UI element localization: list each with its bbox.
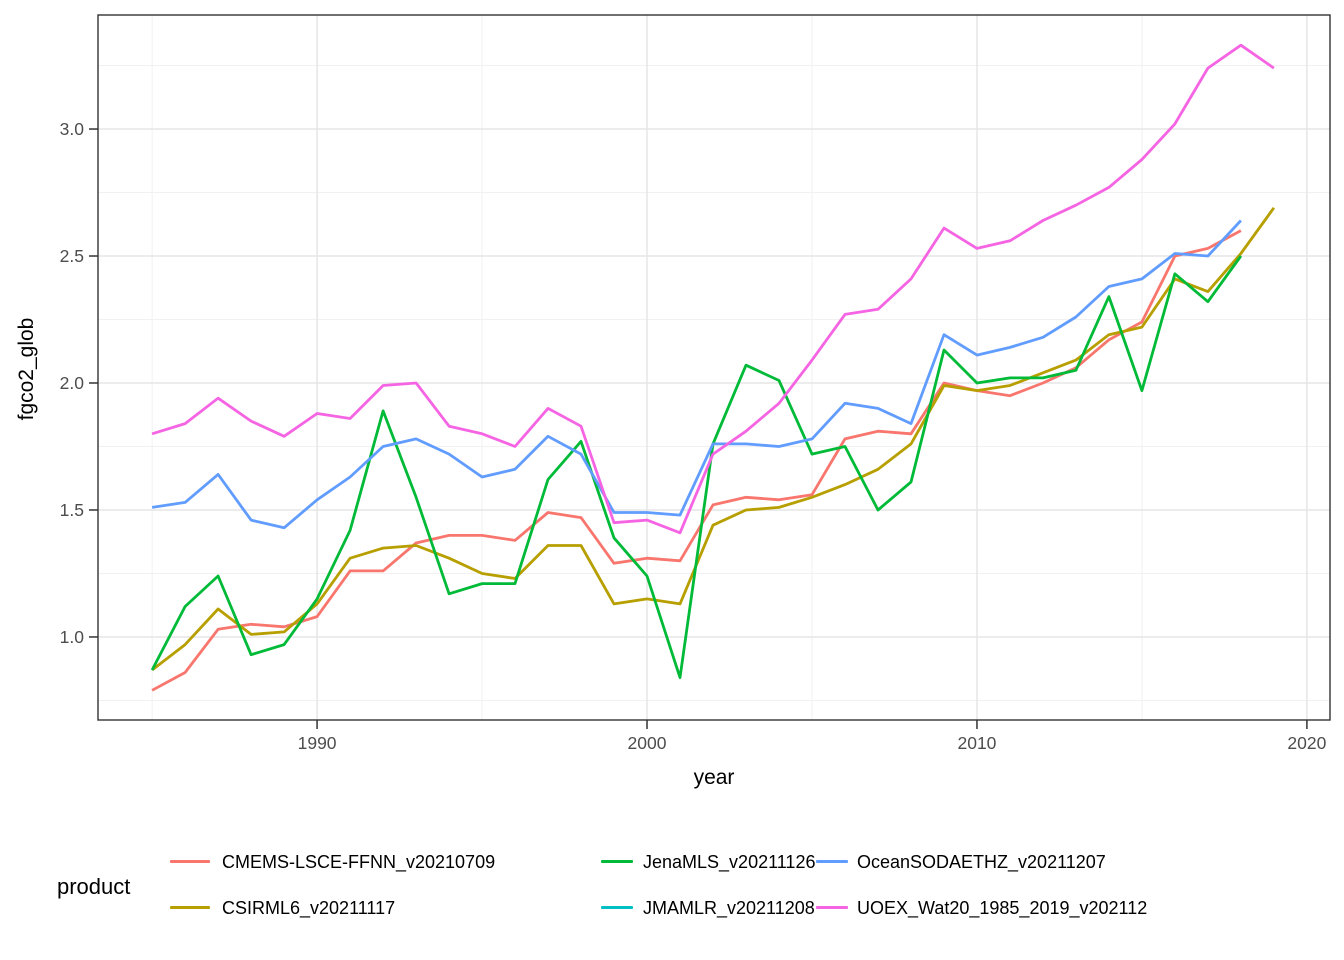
x-tick-label: 2000 <box>628 733 667 753</box>
legend-key-line <box>170 906 210 909</box>
legend-key-line <box>601 860 633 863</box>
series-line-CMEMS-LSCE-FFNN_v20210709 <box>151 229 1242 692</box>
legend-item-label: CSIRML6_v20211117 <box>222 898 396 918</box>
legend-key-line <box>170 860 210 863</box>
series-line-CSIRML6_v20211117 <box>151 206 1276 672</box>
y-tick-label: 1.0 <box>60 627 85 647</box>
x-axis-title: year <box>693 766 735 789</box>
x-tick-label: 2020 <box>1287 733 1326 753</box>
legend-item-label: UOEX_Wat20_1985_2019_v202112 <box>857 898 1148 918</box>
series-line-OceanSODAETHZ_v20211207 <box>151 219 1242 530</box>
series-line-JenaMLS_v20211126 <box>150 255 1243 679</box>
panel-border <box>97 14 1331 721</box>
series-line-UOEX_Wat20_1985_2019_v202112 <box>151 43 1275 535</box>
x-tick-label: 2010 <box>957 733 996 753</box>
legend-item-label: CMEMS-LSCE-FFNN_v20210709 <box>222 852 496 872</box>
legend-key-line <box>816 860 848 863</box>
y-tick-label: 2.0 <box>60 373 85 393</box>
legend-key-line <box>601 906 633 909</box>
legend-key-line <box>816 906 848 909</box>
y-axis-title: fgco2_glob <box>15 317 38 421</box>
legend-item-label: OceanSODAETHZ_v20211207 <box>857 852 1106 872</box>
y-tick-label: 1.5 <box>60 500 84 520</box>
legend-title: product <box>57 874 131 899</box>
y-tick-label: 2.5 <box>60 246 84 266</box>
legend-item-label: JenaMLS_v20211126 <box>643 852 816 872</box>
legend-item-label: JMAMLR_v20211208 <box>643 898 815 918</box>
x-tick-label: 1990 <box>298 733 337 753</box>
y-tick-label: 3.0 <box>60 119 85 139</box>
